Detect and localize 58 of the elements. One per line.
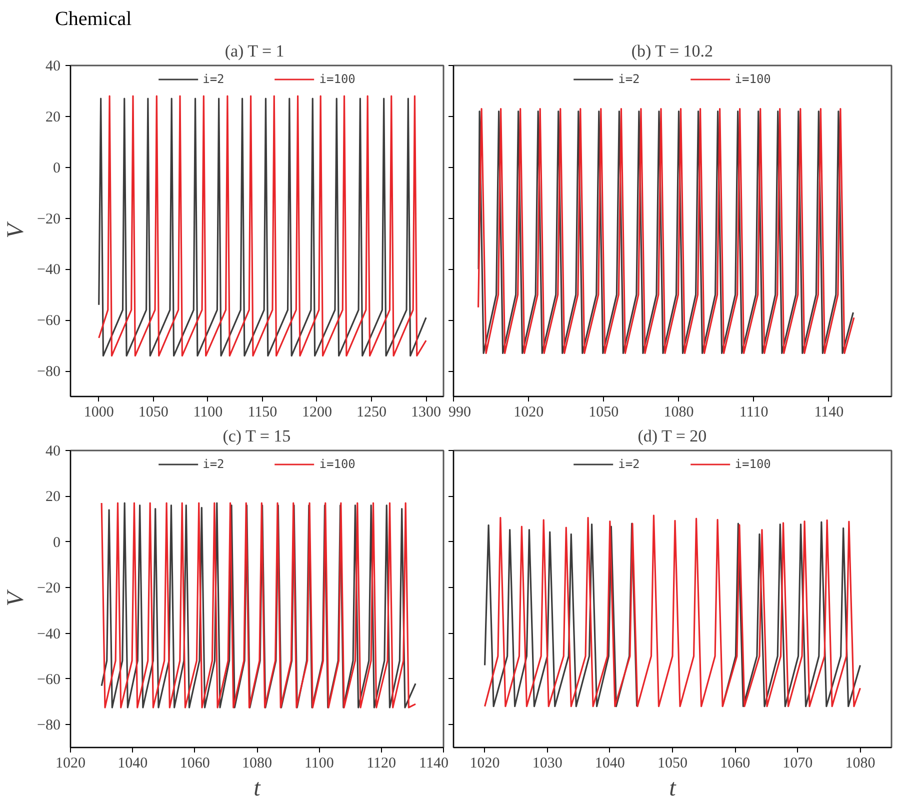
- x-tick-label: 1060: [180, 756, 210, 772]
- y-tick-label: 20: [46, 109, 60, 126]
- y-tick-label: 40: [46, 444, 60, 460]
- x-tick-label: 1300: [411, 404, 442, 420]
- text: Chemical: [55, 7, 132, 32]
- x-tick-label: 1040: [594, 756, 625, 772]
- x-tick-label: 1050: [138, 404, 168, 420]
- legend-label: i=2: [618, 72, 640, 86]
- y-axis-title: V: [3, 221, 30, 238]
- legend-label: i=100: [734, 72, 771, 86]
- x-tick-label: 1140: [419, 756, 449, 772]
- y-tick-label: −20: [37, 580, 61, 597]
- x-tick-label: 1000: [84, 404, 114, 420]
- y-tick-label: 20: [46, 489, 60, 506]
- y-tick-label: 40: [46, 58, 60, 74]
- x-tick-label: 1100: [304, 756, 334, 772]
- x-tick-label: 1050: [588, 404, 619, 420]
- x-tick-label: 1100: [193, 404, 223, 420]
- x-tick-label: 1060: [720, 756, 750, 772]
- x-tick-label: 1040: [118, 756, 148, 772]
- x-tick-label: 1200: [302, 404, 332, 420]
- x-tick-label: 1140: [814, 404, 844, 420]
- y-tick-label: −60: [37, 672, 61, 688]
- x-tick-label: 1080: [242, 756, 272, 772]
- x-tick-label: 1020: [470, 756, 500, 772]
- x-tick-label: 1150: [248, 404, 278, 420]
- x-tick-label: 990: [448, 404, 471, 420]
- legend-label: i=100: [319, 72, 356, 86]
- x-tick-label: 1110: [739, 404, 768, 420]
- x-axis-title: t: [669, 776, 678, 802]
- legend-label: i=100: [734, 457, 771, 471]
- y-tick-label: −60: [37, 313, 61, 330]
- x-tick-label: 1050: [658, 756, 688, 772]
- y-tick-label: −80: [37, 364, 61, 380]
- y-tick-label: −40: [37, 262, 61, 278]
- legend-label: i=2: [202, 457, 224, 471]
- legend-label: i=2: [202, 72, 224, 86]
- y-tick-label: 0: [53, 160, 60, 176]
- y-tick-label: −80: [37, 718, 61, 734]
- chart-title: (c) T = 15: [222, 426, 291, 446]
- x-tick-label: 1030: [532, 756, 562, 772]
- x-tick-label: 1080: [845, 756, 876, 772]
- x-axis-title: t: [254, 776, 262, 802]
- x-tick-label: 1020: [56, 756, 86, 772]
- x-tick-label: 1080: [664, 404, 694, 420]
- legend-label: i=100: [319, 457, 356, 471]
- y-tick-label: 0: [53, 534, 60, 551]
- chart-title: (b) T = 10.2: [631, 42, 714, 60]
- x-tick-label: 1250: [356, 404, 387, 420]
- chart-title: (a) T = 1: [224, 42, 284, 60]
- x-tick-label: 1120: [366, 756, 396, 772]
- x-tick-label: 1070: [782, 756, 813, 772]
- legend-label: i=2: [618, 457, 640, 471]
- x-tick-label: 1020: [514, 404, 544, 420]
- chart-title: (d) T = 20: [638, 426, 707, 446]
- y-tick-label: −40: [37, 626, 61, 642]
- y-tick-label: −20: [37, 211, 61, 228]
- y-axis-title: V: [3, 589, 30, 606]
